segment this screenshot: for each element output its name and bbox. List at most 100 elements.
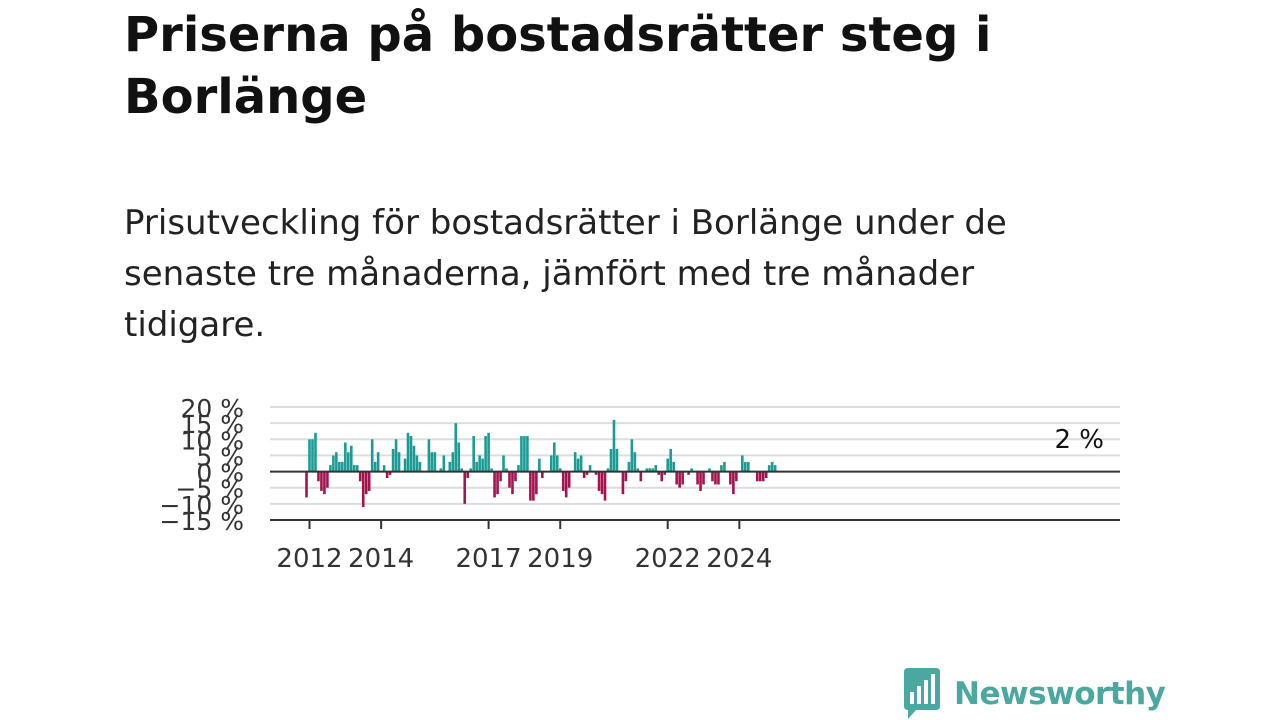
- bar: [672, 461, 675, 472]
- bar: [391, 448, 395, 472]
- bar: [747, 461, 750, 472]
- bar: [579, 455, 583, 472]
- bar: [475, 461, 478, 472]
- bar: [729, 471, 732, 485]
- bar: [708, 468, 711, 472]
- bar: [490, 468, 493, 472]
- bar: [645, 468, 649, 472]
- bar: [344, 442, 347, 472]
- bar: [332, 455, 335, 472]
- bar: [723, 461, 726, 472]
- bar: [675, 471, 678, 485]
- bar: [370, 439, 374, 472]
- bar: [442, 455, 446, 472]
- bar: [323, 471, 326, 495]
- bar: [526, 436, 529, 472]
- bar: [326, 471, 329, 488]
- bar: [755, 471, 759, 482]
- chart-title: Priserna på bostadsrätter steg i Borläng…: [124, 7, 992, 125]
- bar: [478, 455, 481, 472]
- bar: [582, 471, 586, 479]
- newsworthy-logo: Newsworthy: [902, 668, 1166, 720]
- bar: [666, 458, 669, 472]
- bar: [415, 455, 419, 472]
- bar: [382, 465, 386, 472]
- bar: [761, 471, 765, 482]
- bar: [770, 461, 774, 472]
- bar: [624, 471, 628, 482]
- bar: [469, 468, 472, 472]
- bar: [588, 465, 592, 472]
- bar: [376, 452, 380, 472]
- y-tick-label: 5 %: [196, 442, 244, 471]
- bar: [352, 465, 356, 472]
- bar: [496, 471, 499, 495]
- bar: [735, 471, 738, 482]
- bar: [741, 455, 744, 472]
- bar: [451, 452, 455, 472]
- bar: [335, 452, 338, 472]
- bar: [454, 423, 458, 472]
- gridlines: [270, 406, 1120, 505]
- bar: [358, 471, 362, 482]
- bar: [397, 452, 401, 472]
- bar: [657, 471, 661, 475]
- x-tick-label: 2014: [348, 544, 414, 574]
- bar: [564, 471, 568, 498]
- bar: [552, 442, 556, 472]
- bar: [499, 471, 502, 482]
- bar: [311, 439, 314, 472]
- bar: [573, 452, 577, 472]
- x-tick-label: 2017: [456, 544, 522, 574]
- bar: [681, 471, 684, 485]
- bar: [314, 432, 317, 472]
- bar: [403, 458, 407, 472]
- bar: [687, 471, 690, 475]
- bar: [409, 436, 413, 472]
- bars: [305, 419, 777, 508]
- bar: [529, 471, 532, 501]
- bar: [355, 465, 359, 472]
- bar: [508, 471, 511, 488]
- last-value-label: 2 %: [1054, 425, 1104, 455]
- x-tick-label: 2019: [527, 544, 593, 574]
- bar: [773, 465, 777, 472]
- y-tick-label: 20 %: [180, 394, 244, 423]
- bar: [466, 471, 469, 479]
- y-tick-label: 0 %: [196, 459, 244, 488]
- bar: [585, 471, 589, 475]
- bar: [609, 448, 613, 472]
- bar: [744, 461, 747, 472]
- y-tick-label: −10 %: [160, 491, 244, 520]
- bar: [394, 439, 398, 472]
- bar: [484, 436, 487, 472]
- y-tick-label: 15 %: [180, 410, 244, 439]
- bar: [367, 471, 371, 491]
- bar: [517, 465, 520, 472]
- bar: [630, 439, 634, 472]
- bar: [696, 471, 699, 485]
- bar: [349, 445, 353, 472]
- bar: [487, 432, 490, 472]
- bar: [448, 461, 452, 472]
- bar: [523, 436, 526, 472]
- bar: [702, 471, 705, 485]
- bar: [460, 468, 464, 472]
- bar: [502, 455, 505, 472]
- bar: [373, 461, 377, 472]
- bar: [541, 471, 544, 479]
- bar: [651, 468, 655, 472]
- bar: [320, 471, 323, 491]
- bar: [433, 452, 437, 472]
- y-tick-label: 10 %: [180, 426, 244, 455]
- bar: [549, 455, 553, 472]
- bar: [364, 471, 368, 495]
- bar: [412, 445, 416, 472]
- bar: [732, 471, 735, 495]
- bar: [385, 471, 389, 479]
- bar: [439, 468, 443, 472]
- bar: [430, 452, 434, 472]
- bar: [493, 471, 496, 498]
- bar: [317, 471, 320, 482]
- bar: [663, 471, 667, 475]
